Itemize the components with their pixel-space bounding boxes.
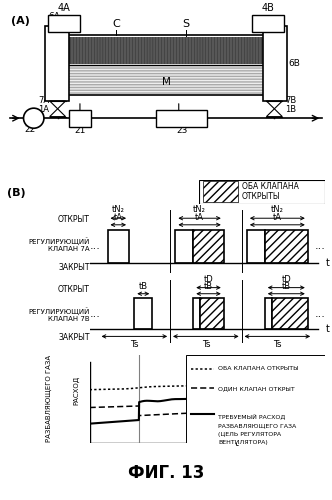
- Text: ...: ...: [315, 241, 326, 251]
- Text: (A): (A): [11, 16, 30, 26]
- Polygon shape: [50, 101, 66, 109]
- Circle shape: [24, 108, 44, 128]
- Text: t: t: [326, 258, 329, 268]
- Text: tA: tA: [273, 212, 282, 222]
- Bar: [203, 182, 238, 202]
- Bar: [247, 230, 265, 262]
- Text: ОТКРЫТ: ОТКРЫТ: [58, 285, 90, 294]
- Bar: [265, 298, 272, 329]
- Polygon shape: [266, 109, 282, 116]
- Bar: [175, 230, 193, 262]
- Text: ...: ...: [315, 308, 326, 318]
- Text: 7A: 7A: [39, 96, 50, 104]
- Text: Ts: Ts: [273, 340, 282, 349]
- Text: ...: ...: [90, 241, 101, 251]
- Bar: [45, 26, 69, 101]
- Text: t: t: [235, 438, 238, 448]
- Text: M: M: [162, 76, 170, 86]
- Bar: [263, 26, 287, 101]
- Bar: [201, 298, 224, 329]
- Text: tB: tB: [282, 282, 291, 290]
- Text: Ts: Ts: [202, 340, 210, 349]
- Text: tN₂: tN₂: [193, 206, 206, 214]
- Text: (ЦЕЛЬ РЕГУЛЯТОРА: (ЦЕЛЬ РЕГУЛЯТОРА: [218, 432, 281, 437]
- Bar: [252, 14, 284, 32]
- Polygon shape: [50, 109, 66, 116]
- Text: ФИГ. 13: ФИГ. 13: [128, 464, 204, 481]
- Text: (B): (B): [7, 188, 25, 198]
- Text: tA: tA: [195, 212, 204, 222]
- Bar: [156, 110, 208, 126]
- Bar: [272, 298, 308, 329]
- Text: ТРЕБУЕМЫЙ РАСХОД: ТРЕБУЕМЫЙ РАСХОД: [218, 414, 285, 420]
- Text: 6B: 6B: [289, 59, 300, 68]
- Text: tN₂: tN₂: [271, 206, 284, 214]
- Text: ОТКРЫТ: ОТКРЫТ: [58, 215, 90, 224]
- Text: РАСХОД: РАСХОД: [73, 376, 79, 404]
- Text: ВЕНТИЛЯТОРА): ВЕНТИЛЯТОРА): [218, 440, 268, 445]
- Text: РЕГУЛИРУЮЩИЙ
КЛАПАН 7А: РЕГУЛИРУЮЩИЙ КЛАПАН 7А: [28, 237, 90, 252]
- Bar: [48, 14, 80, 32]
- Text: tD: tD: [282, 275, 291, 284]
- Text: 21: 21: [74, 126, 86, 135]
- Text: РЕГУЛИРУЮЩИЙ
КЛАПАН 7В: РЕГУЛИРУЮЩИЙ КЛАПАН 7В: [28, 307, 90, 322]
- Text: tN₂: tN₂: [112, 206, 125, 214]
- Text: 7B: 7B: [286, 96, 297, 104]
- Text: C: C: [112, 20, 120, 30]
- Bar: [59, 66, 273, 94]
- Text: 6A: 6A: [48, 12, 60, 21]
- Text: 4A: 4A: [58, 2, 70, 12]
- Text: 1B: 1B: [286, 105, 297, 114]
- Text: ЗАКРЫТ: ЗАКРЫТ: [58, 263, 90, 272]
- Bar: [134, 298, 152, 329]
- Text: 22: 22: [24, 126, 35, 134]
- Text: tD: tD: [204, 275, 213, 284]
- Bar: [265, 230, 308, 262]
- Text: 1A: 1A: [39, 105, 49, 114]
- Bar: [59, 36, 273, 64]
- Polygon shape: [266, 101, 282, 109]
- Bar: [69, 110, 91, 126]
- Text: tA: tA: [114, 212, 123, 222]
- Text: РАЗБАВЛЯЮЩЕГО ГАЗА: РАЗБАВЛЯЮЩЕГО ГАЗА: [218, 423, 296, 428]
- Text: S: S: [182, 20, 189, 30]
- Text: ОБА КЛАПАНА
ОТКРЫТЫ: ОБА КЛАПАНА ОТКРЫТЫ: [242, 182, 299, 201]
- Text: ОДИН КЛАПАН ОТКРЫТ: ОДИН КЛАПАН ОТКРЫТ: [218, 386, 295, 391]
- Bar: [58, 35, 274, 94]
- Text: 23: 23: [176, 126, 188, 135]
- Text: t: t: [326, 324, 329, 334]
- Text: tB: tB: [139, 282, 148, 290]
- Text: ОБА КЛАПАНА ОТКРЫТЫ: ОБА КЛАПАНА ОТКРЫТЫ: [218, 366, 298, 372]
- Text: ЗАКРЫТ: ЗАКРЫТ: [58, 333, 90, 342]
- Bar: [108, 230, 129, 262]
- Text: РАЗБАВЛЯЮЩЕГО ГАЗА: РАЗБАВЛЯЮЩЕГО ГАЗА: [46, 355, 52, 442]
- Text: tB: tB: [204, 282, 213, 290]
- Text: ...: ...: [90, 308, 101, 318]
- Text: 4B: 4B: [262, 2, 275, 12]
- Bar: [193, 230, 224, 262]
- Bar: [193, 298, 201, 329]
- Text: Ts: Ts: [130, 340, 138, 349]
